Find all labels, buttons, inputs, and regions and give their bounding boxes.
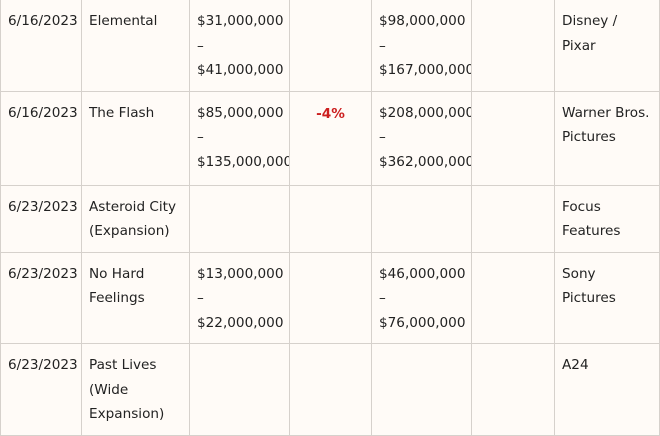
distributor-line: Sony bbox=[562, 265, 596, 282]
release-date-cell: 6/23/2023 bbox=[0, 251, 82, 344]
opening-weekend-cell: $85,000,000 – $135,000,000 bbox=[189, 90, 290, 186]
empty-cell bbox=[471, 0, 555, 92]
empty-cell bbox=[471, 184, 555, 253]
movie-title-cell: The Flash bbox=[81, 90, 190, 186]
opening-weekend-line: $85,000,000 bbox=[197, 104, 284, 121]
opening-weekend-line: $13,000,000 bbox=[197, 265, 284, 282]
change-percent-text: -4% bbox=[316, 105, 345, 122]
opening-weekend-line: – bbox=[197, 290, 204, 306]
empty-cell bbox=[471, 90, 555, 186]
distributor-line: A24 bbox=[562, 357, 589, 373]
table-row: 6/23/2023 No Hard Feelings $13,000,000 – $22,… bbox=[0, 251, 660, 344]
distributor-line: Disney / bbox=[562, 13, 618, 29]
distributor-cell: Warner Bros. Pictures bbox=[554, 90, 660, 186]
opening-weekend-cell bbox=[189, 184, 290, 253]
domestic-total-line: $167,000,000 bbox=[379, 62, 472, 78]
distributor-cell: Focus Features bbox=[554, 184, 660, 253]
domestic-total-cell bbox=[371, 184, 472, 253]
table-row: 6/16/2023 Elemental $31,000,000 – $41,000,00… bbox=[0, 0, 660, 92]
movie-title-line: Past Lives bbox=[89, 357, 157, 373]
opening-weekend-cell: $31,000,000 – $41,000,000 bbox=[189, 0, 290, 92]
domestic-total-line: – bbox=[379, 290, 386, 306]
domestic-total-cell bbox=[371, 343, 472, 436]
distributor-line: Focus bbox=[562, 198, 601, 215]
movie-title-line: Expansion) bbox=[89, 406, 165, 422]
opening-weekend-cell bbox=[189, 343, 290, 436]
release-date-cell: 6/23/2023 bbox=[0, 184, 82, 253]
movie-title-cell: Past Lives (Wide Expansion) bbox=[81, 343, 190, 436]
opening-weekend-line: – bbox=[197, 37, 204, 54]
release-date-cell: 6/16/2023 bbox=[0, 90, 82, 186]
distributor-cell: A24 bbox=[554, 343, 660, 436]
change-cell bbox=[289, 0, 372, 92]
opening-weekend-line: $41,000,000 bbox=[197, 62, 284, 78]
domestic-total-cell: $46,000,000 – $76,000,000 bbox=[371, 251, 472, 344]
distributor-line: Pixar bbox=[562, 37, 596, 54]
change-cell: -4% bbox=[289, 90, 372, 186]
opening-weekend-cell: $13,000,000 – $22,000,000 bbox=[189, 251, 290, 344]
movie-title-line: Asteroid City bbox=[89, 198, 177, 215]
movie-title-line: Elemental bbox=[89, 13, 158, 29]
movie-title-cell: Asteroid City (Expansion) bbox=[81, 184, 190, 253]
movie-title-cell: No Hard Feelings bbox=[81, 251, 190, 344]
movie-title-line: No Hard bbox=[89, 265, 145, 282]
change-cell bbox=[289, 251, 372, 344]
movie-title-line: The Flash bbox=[89, 104, 155, 121]
domestic-total-line: $208,000,000 bbox=[379, 104, 472, 121]
distributor-cell: Disney / Pixar bbox=[554, 0, 660, 92]
opening-weekend-line: – bbox=[197, 129, 204, 145]
opening-weekend-line: $135,000,000 bbox=[197, 153, 290, 170]
distributor-line: Pictures bbox=[562, 129, 616, 145]
table-row: 6/16/2023 The Flash $85,000,000 – $135,000,0… bbox=[0, 90, 660, 186]
domestic-total-line: $76,000,000 bbox=[379, 314, 466, 331]
domestic-total-cell: $208,000,000 – $362,000,000 bbox=[371, 90, 472, 186]
change-cell bbox=[289, 343, 372, 436]
distributor-line: Warner Bros. bbox=[562, 104, 650, 121]
domestic-total-line: $46,000,000 bbox=[379, 265, 466, 282]
release-date-cell: 6/23/2023 bbox=[0, 343, 82, 436]
movie-title-line: Feelings bbox=[89, 290, 145, 306]
movie-title-line: (Expansion) bbox=[89, 223, 170, 239]
change-cell bbox=[289, 184, 372, 253]
domestic-total-line: – bbox=[379, 37, 386, 54]
domestic-total-line: $98,000,000 bbox=[379, 13, 466, 29]
distributor-line: Features bbox=[562, 223, 621, 239]
domestic-total-line: – bbox=[379, 129, 386, 145]
domestic-total-cell: $98,000,000 – $167,000,000 bbox=[371, 0, 472, 92]
table-row: 6/23/2023 Past Lives (Wide Expansion) A24 bbox=[0, 343, 660, 436]
distributor-line: Pictures bbox=[562, 290, 616, 306]
distributor-cell: Sony Pictures bbox=[554, 251, 660, 344]
domestic-total-line: $362,000,000 bbox=[379, 153, 472, 170]
movie-title-cell: Elemental bbox=[81, 0, 190, 92]
table-row: 6/23/2023 Asteroid City (Expansion) Focus Fe… bbox=[0, 184, 660, 253]
empty-cell bbox=[471, 251, 555, 344]
opening-weekend-line: $31,000,000 bbox=[197, 13, 284, 29]
release-date-cell: 6/16/2023 bbox=[0, 0, 82, 92]
empty-cell bbox=[471, 343, 555, 436]
opening-weekend-line: $22,000,000 bbox=[197, 314, 284, 331]
movie-title-line: (Wide bbox=[89, 381, 129, 398]
